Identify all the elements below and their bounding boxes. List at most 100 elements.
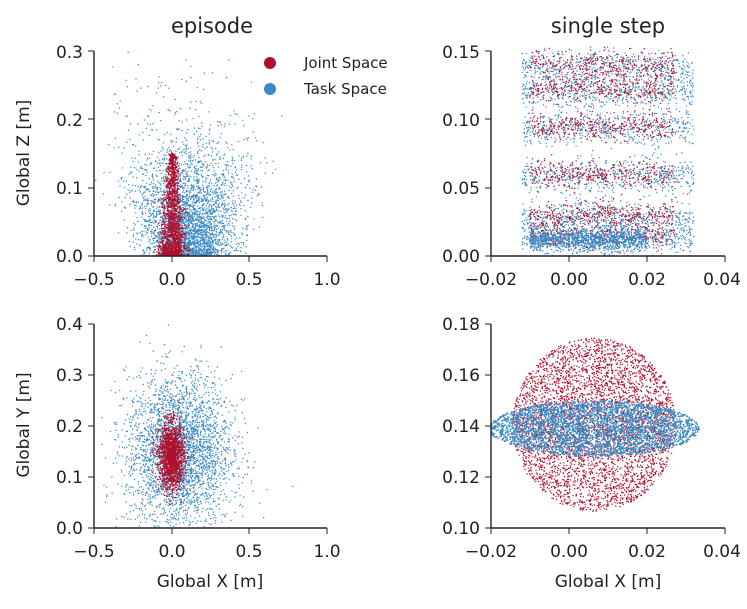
scatter-point — [219, 188, 221, 190]
scatter-point — [208, 236, 210, 238]
scatter-point — [179, 178, 182, 180]
scatter-point — [205, 191, 207, 193]
scatter-point — [177, 239, 179, 241]
scatter-point — [161, 203, 163, 205]
scatter-point — [212, 140, 215, 142]
scatter-point — [224, 193, 226, 195]
scatter-point — [229, 244, 231, 247]
scatter-point — [183, 216, 186, 219]
scatter-point — [185, 139, 188, 141]
scatter-point — [188, 229, 190, 232]
scatter-point — [163, 205, 166, 208]
scatter-point — [146, 249, 148, 252]
scatter-point — [213, 203, 215, 205]
scatter-point — [168, 147, 170, 149]
scatter-point — [222, 207, 224, 210]
scatter-point — [207, 209, 210, 212]
scatter-point — [205, 225, 207, 228]
scatter-point — [219, 191, 222, 193]
scatter-point — [157, 223, 159, 225]
scatter-point — [164, 175, 167, 178]
scatter-point — [209, 233, 212, 235]
scatter-point — [121, 176, 123, 179]
scatter-point — [198, 145, 200, 147]
scatter-point — [170, 205, 172, 208]
scatter-point — [188, 200, 190, 202]
scatter-point — [210, 147, 213, 149]
scatter-point — [206, 178, 208, 180]
scatter-point — [176, 182, 178, 184]
scatter-point — [102, 193, 105, 195]
scatter-point — [221, 204, 223, 206]
scatter-point — [167, 231, 170, 234]
scatter-point — [191, 238, 193, 241]
scatter-point — [183, 163, 185, 165]
scatter-point — [195, 196, 197, 198]
scatter-point — [185, 146, 187, 148]
scatter-point — [225, 244, 227, 246]
scatter-point — [142, 250, 144, 252]
scatter-point — [231, 231, 233, 234]
scatter-point — [185, 215, 187, 218]
scatter-point — [266, 162, 268, 164]
scatter-point — [147, 115, 149, 117]
scatter-point — [194, 168, 196, 170]
scatter-point — [183, 244, 185, 246]
scatter-point — [134, 207, 136, 209]
scatter-point — [152, 251, 154, 253]
scatter-point — [171, 180, 173, 182]
scatter-point — [109, 171, 111, 173]
scatter-point — [685, 239, 687, 241]
scatter-point — [656, 251, 658, 253]
scatter-point — [211, 183, 213, 185]
scatter-point — [184, 232, 186, 235]
scatter-point — [114, 205, 116, 207]
scatter-point — [222, 169, 224, 172]
scatter-point — [233, 228, 235, 230]
scatter-point — [151, 181, 153, 183]
scatter-point — [184, 178, 186, 180]
scatter-point — [190, 243, 193, 245]
scatter-point — [224, 242, 226, 244]
scatter-point — [232, 148, 234, 151]
scatter-point — [231, 210, 233, 212]
scatter-point — [235, 220, 238, 222]
scatter-point — [211, 252, 213, 254]
scatter-point — [172, 215, 174, 218]
scatter-point — [208, 169, 210, 171]
scatter-point — [212, 197, 214, 199]
scatter-point — [175, 192, 177, 195]
scatter-point — [218, 214, 220, 216]
scatter-point — [177, 224, 180, 227]
scatter-point — [199, 218, 201, 220]
scatter-point — [202, 209, 205, 211]
scatter-point — [155, 210, 157, 212]
scatter-point — [194, 108, 197, 111]
scatter-point — [200, 102, 203, 105]
scatter-point — [190, 210, 192, 212]
scatter-point — [171, 187, 174, 190]
scatter-point — [160, 179, 163, 182]
scatter-point — [219, 176, 221, 179]
scatter-point — [149, 243, 152, 245]
scatter-point — [143, 197, 145, 199]
scatter-point — [201, 233, 204, 236]
scatter-point — [181, 251, 183, 253]
scatter-point — [191, 215, 193, 217]
scatter-point — [140, 87, 142, 89]
scatter-point — [181, 152, 183, 154]
scatter-point — [169, 181, 171, 184]
scatter-point — [567, 230, 569, 232]
scatter-point — [164, 249, 166, 251]
scatter-point — [148, 252, 151, 254]
scatter-point — [141, 202, 143, 204]
scatter-point — [163, 253, 166, 256]
scatter-point — [138, 153, 140, 156]
scatter-point — [165, 162, 167, 165]
scatter-point — [214, 238, 216, 240]
scatter-point — [170, 133, 172, 135]
scatter-point — [168, 178, 171, 181]
scatter-point — [225, 178, 227, 181]
scatter-point — [595, 248, 597, 250]
scatter-point — [158, 206, 161, 209]
